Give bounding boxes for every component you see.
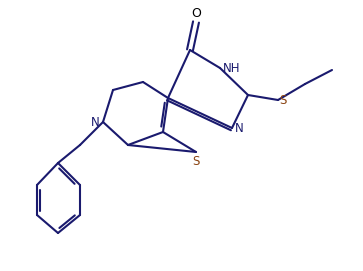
Text: S: S — [279, 93, 286, 107]
Text: S: S — [192, 155, 200, 168]
Text: N: N — [91, 115, 100, 128]
Text: O: O — [191, 7, 201, 20]
Text: NH: NH — [223, 62, 241, 75]
Text: N: N — [235, 121, 244, 134]
